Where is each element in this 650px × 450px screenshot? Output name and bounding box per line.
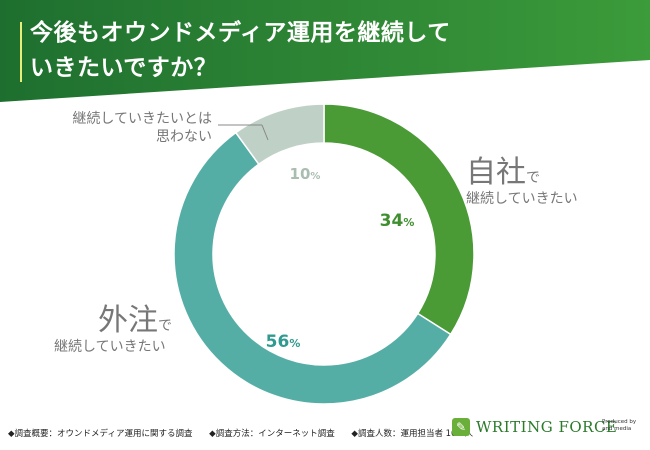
brand-producer: Produced by and media [602,419,636,433]
survey-summary: ◆調査概要：オウンドメディア運用に関する調査 [8,429,193,439]
legend-gaichu: 外注で 継続していきたい [54,304,172,356]
produced-by-label: Produced by [602,419,637,425]
legend-jisha-sub: 継続していきたい [466,191,578,207]
brand-logo: ✎ WRITING FORCE Produced by and media [452,416,642,440]
pen-icon: ✎ [452,418,470,436]
producer-name: and media [602,426,632,432]
title-accent-bar [20,22,22,82]
survey-method: ◆調査方法：インターネット調査 [209,429,335,439]
header-banner [0,0,650,102]
slice-no [234,103,325,166]
legend-no-line2: 思わない [156,129,212,145]
legend-no-line1: 継続していきたいとは [72,111,212,127]
brand-name: WRITING FORCE [476,418,618,436]
leader-line-tail [261,124,269,141]
page-title: 今後もオウンドメディア運用を継続して いきたいですか？ [30,16,451,86]
legend-gaichu-particle: で [158,318,172,334]
title-line-2: いきたいですか？ [30,55,218,81]
survey-footer: ◆調査概要：オウンドメディア運用に関する調査 ◆調査方法：インターネット調査 ◆… [8,427,487,439]
survey-count: ◆調査人数：運用担当者 100 人 [351,429,474,439]
title-line-1: 今後もオウンドメディア運用を継続して [30,20,451,46]
legend-jisha-particle: で [526,170,540,186]
legend-jisha: 自社で 継続していきたい [466,156,578,208]
slice-gaichu [173,131,452,405]
legend-gaichu-main: 外注 [98,303,158,338]
legend-no: 継続していきたいとは 思わない [40,110,212,146]
slice-label-no: 10% [290,165,321,183]
slice-label-gaichu: 56% [266,332,301,352]
slice-label-jisha: 34% [380,211,415,231]
legend-jisha-main: 自社 [466,155,526,190]
legend-gaichu-sub: 継続していきたい [54,339,166,355]
